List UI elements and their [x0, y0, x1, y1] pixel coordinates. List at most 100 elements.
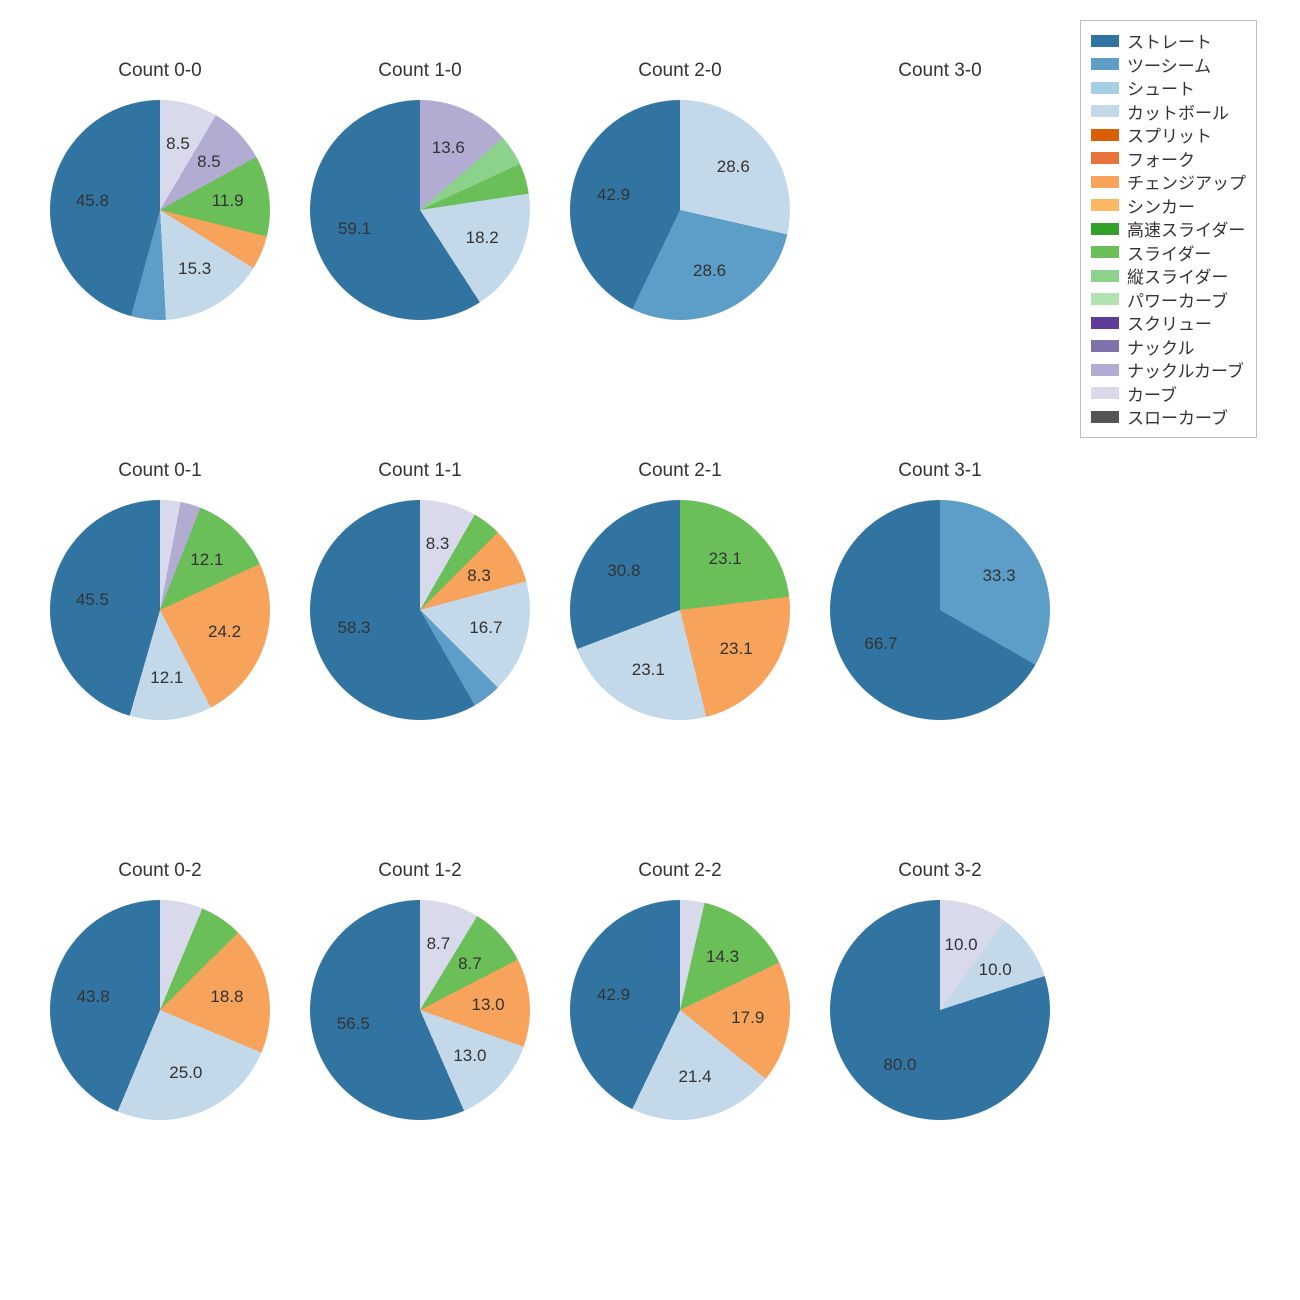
- slice-label: 28.6: [693, 261, 726, 281]
- panel-count-3-0: Count 3-0: [810, 60, 1070, 420]
- pie: 42.9 28.6 28.6: [570, 100, 790, 320]
- panel-title: Count 3-0: [810, 60, 1070, 82]
- legend-item: シンカー: [1091, 194, 1246, 218]
- legend-swatch: [1091, 35, 1119, 47]
- pie-chart: [570, 500, 790, 720]
- legend-label: スローカーブ: [1127, 404, 1228, 429]
- slice-label: 80.0: [883, 1055, 916, 1075]
- legend-label: カットボール: [1127, 99, 1229, 124]
- pie: 80.010.010.0: [830, 900, 1050, 1120]
- slice-label: 16.7: [469, 618, 502, 638]
- panel-count-0-1: Count 0-145.512.124.212.1: [30, 460, 290, 820]
- figure: Count 0-045.815.311.98.58.5Count 1-059.1…: [0, 0, 1300, 1300]
- panel-count-1-0: Count 1-059.118.213.6: [290, 60, 550, 420]
- legend-label: フォーク: [1127, 146, 1195, 171]
- legend-swatch: [1091, 364, 1119, 376]
- legend-item: スプリット: [1091, 123, 1246, 147]
- panel-count-2-0: Count 2-0 42.9 28.6 28.6: [550, 60, 810, 420]
- pie: 66.733.3: [830, 500, 1050, 720]
- slice-label: 23.1: [632, 660, 665, 680]
- panel-title: Count 1-1: [290, 460, 550, 482]
- pie: 45.512.124.212.1: [50, 500, 270, 720]
- slice-label: 23.1: [709, 549, 742, 569]
- pie-chart: [310, 500, 530, 720]
- slice-label: 43.8: [77, 987, 110, 1007]
- legend-label: 高速スライダー: [1127, 216, 1245, 241]
- slice-label: 23.1: [720, 639, 753, 659]
- legend-item: パワーカーブ: [1091, 288, 1246, 312]
- panel-title: Count 2-1: [550, 460, 810, 482]
- legend-swatch: [1091, 129, 1119, 141]
- panel-count-0-2: Count 0-243.825.018.8: [30, 860, 290, 1220]
- pie: 30.8 23.1 23.1 23.1: [570, 500, 790, 720]
- legend-item: カーブ: [1091, 382, 1246, 406]
- slice-label: 42.9: [597, 185, 630, 205]
- legend-item: カットボール: [1091, 100, 1246, 124]
- slice-label: 18.8: [210, 987, 243, 1007]
- slice-label: 18.2: [466, 228, 499, 248]
- legend-item: ツーシーム: [1091, 53, 1246, 77]
- legend-item: スローカーブ: [1091, 405, 1246, 429]
- pie: 58.3 16.7 8.3 8.3: [310, 500, 530, 720]
- panel-title: Count 2-2: [550, 860, 810, 882]
- legend-swatch: [1091, 270, 1119, 282]
- slice-label: 13.0: [471, 995, 504, 1015]
- pie: 56.513.013.08.78.7: [310, 900, 530, 1120]
- pie: 59.118.213.6: [310, 100, 530, 320]
- slice-label: 17.9: [731, 1008, 764, 1028]
- pie-chart: [830, 500, 1050, 720]
- slice-label: 28.6: [717, 157, 750, 177]
- slice-label: 66.7: [864, 634, 897, 654]
- legend-item: 縦スライダー: [1091, 264, 1246, 288]
- legend-label: パワーカーブ: [1127, 287, 1228, 312]
- legend-label: ツーシーム: [1127, 52, 1211, 77]
- slice-label: 12.1: [150, 668, 183, 688]
- slice-label: 8.7: [427, 934, 451, 954]
- legend-label: カーブ: [1127, 381, 1177, 406]
- slice-label: 45.5: [76, 590, 109, 610]
- legend-swatch: [1091, 293, 1119, 305]
- panel-count-3-2: Count 3-280.010.010.0: [810, 860, 1070, 1220]
- slice-label: 8.3: [467, 566, 491, 586]
- slice-label: 8.3: [426, 534, 450, 554]
- legend-swatch: [1091, 58, 1119, 70]
- legend-swatch: [1091, 317, 1119, 329]
- panel-title: Count 1-2: [290, 860, 550, 882]
- slice-label: 58.3: [338, 618, 371, 638]
- panel-title: Count 2-0: [550, 60, 810, 82]
- panel-title: Count 0-0: [30, 60, 290, 82]
- panel-count-1-1: Count 1-1 58.3 16.7 8.3 8.3: [290, 460, 550, 820]
- legend-item: シュート: [1091, 76, 1246, 100]
- panel-title: Count 3-1: [810, 460, 1070, 482]
- panel-count-1-2: Count 1-256.513.013.08.78.7: [290, 860, 550, 1220]
- legend-label: ナックルカーブ: [1127, 357, 1244, 382]
- legend-label: シュート: [1127, 75, 1195, 100]
- legend-item: チェンジアップ: [1091, 170, 1246, 194]
- legend-item: フォーク: [1091, 147, 1246, 171]
- slice-label: 30.8: [607, 561, 640, 581]
- legend-label: スライダー: [1127, 240, 1211, 265]
- legend-item: ストレート: [1091, 29, 1246, 53]
- legend-swatch: [1091, 411, 1119, 423]
- slice-label: 21.4: [679, 1067, 712, 1087]
- panel-title: Count 0-2: [30, 860, 290, 882]
- pie-chart: [570, 100, 790, 320]
- slice-label: 15.3: [178, 259, 211, 279]
- legend-item: ナックル: [1091, 335, 1246, 359]
- legend-label: チェンジアップ: [1127, 169, 1246, 194]
- slice-label: 11.9: [212, 191, 244, 211]
- legend-swatch: [1091, 199, 1119, 211]
- legend-label: スプリット: [1127, 122, 1212, 147]
- slice-label: 24.2: [208, 622, 241, 642]
- panel-title: Count 1-0: [290, 60, 550, 82]
- pie-chart: [310, 100, 530, 320]
- panel-count-3-1: Count 3-1 66.733.3: [810, 460, 1070, 820]
- legend-swatch: [1091, 340, 1119, 352]
- legend-swatch: [1091, 246, 1119, 258]
- slice-label: 10.0: [945, 935, 978, 955]
- panel-count-0-0: Count 0-045.815.311.98.58.5: [30, 60, 290, 420]
- slice-label: 8.5: [197, 152, 221, 172]
- slice-label: 13.6: [432, 138, 465, 158]
- panel-title: Count 0-1: [30, 460, 290, 482]
- slice-label: 14.3: [706, 947, 739, 967]
